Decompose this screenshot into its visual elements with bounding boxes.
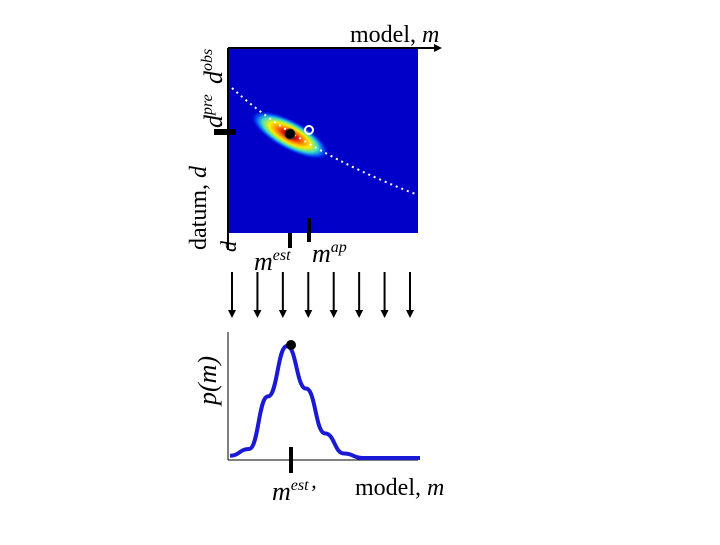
d-pre-tick [214,129,236,135]
prior-point-marker [304,125,314,135]
m-ap-label: map [312,239,347,268]
datum-axis-label: datum, d [186,165,212,250]
joint-pdf-heatmap [228,48,419,233]
posterior-curve [229,343,420,460]
model-axis-label: model, m [350,22,439,48]
d-axis-bottom-label: d [216,240,241,252]
d-obs-label: dobs [199,49,228,84]
estimate-dot [284,128,296,140]
d-pre-label: dpre [199,94,228,128]
m-est-prime-label: mest’ [272,477,316,506]
p-m-label: p(m) [193,356,222,407]
bottom-model-label: model, m [355,475,444,501]
m-est-label: mest [254,247,291,276]
projection-arrows [228,272,414,318]
heatmap-background [228,48,418,233]
peak-dot [286,340,296,350]
